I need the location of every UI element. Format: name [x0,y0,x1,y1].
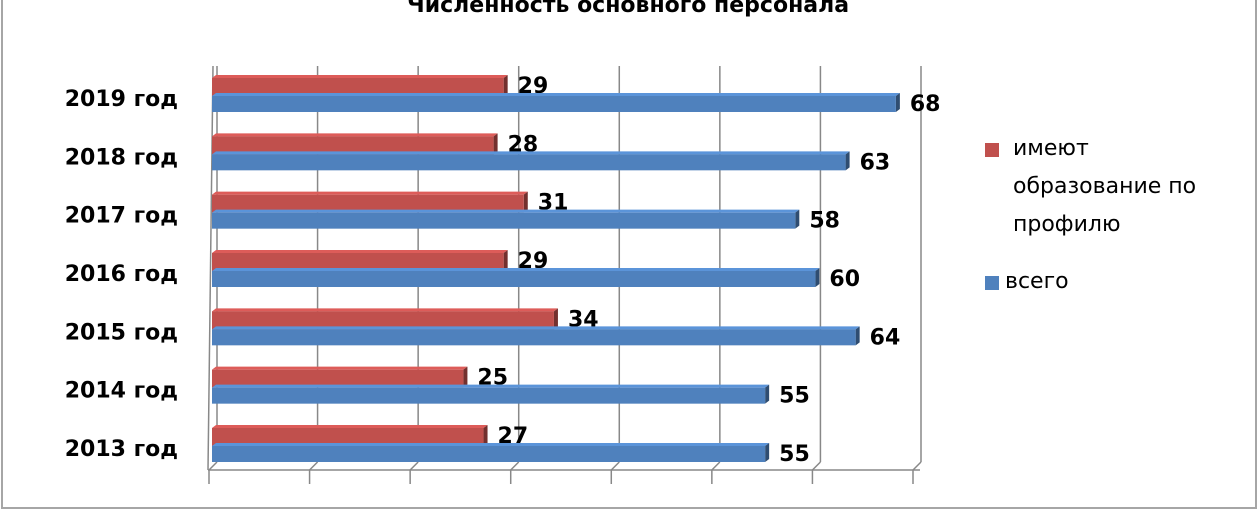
legend-entry: имеют образование по профилю [1013,136,1197,237]
bar [212,78,504,96]
data-label: 55 [779,442,810,467]
y-tick-label: 2013 год [65,437,178,462]
grid-line-floor [510,461,520,471]
legend-swatch [985,143,999,157]
y-tick-label: 2016 год [65,262,178,287]
grid-line-floor [409,461,419,471]
data-label: 60 [829,267,860,292]
data-label: 55 [779,384,810,409]
data-label: 68 [910,92,941,117]
bar [212,96,896,112]
bar-side [855,326,860,346]
bar-side [493,133,498,155]
bar-top [212,133,498,137]
data-label: 63 [860,150,891,175]
y-tick-label: 2014 год [65,379,178,404]
data-label: 58 [809,209,840,234]
bar-top [212,268,820,271]
bar [212,212,796,229]
y-tick-label: 2015 год [65,320,178,345]
legend-label: имеют образование по профилю [1013,136,1197,237]
bar-top [212,250,508,253]
bar-top [212,443,770,446]
bar [212,253,504,271]
bar-top [212,191,528,195]
y-tick-label: 2019 год [65,87,178,112]
y-tick-label: 2018 год [65,145,178,170]
grid-line-floor [811,461,821,471]
grid-line-floor [208,461,218,471]
y-tick-label: 2017 год [65,204,178,229]
bar-side [765,384,770,404]
grid-line-floor [912,461,922,471]
bar [212,387,766,404]
bar [212,154,846,171]
bar-side [503,250,508,271]
bar-top [212,308,558,312]
bar-top [212,326,860,330]
legend-swatch [985,276,999,290]
bar [212,136,494,155]
bar [212,311,554,330]
bar-side [503,75,508,96]
bar-top [212,425,488,428]
bar-top [212,151,850,155]
grid-line-floor [711,461,721,471]
bar [212,369,464,388]
bar-top [212,93,900,96]
bar-top [212,384,770,388]
bar-side [483,425,488,446]
bar [212,446,766,462]
chart-title: Численность основного персонала [407,0,849,18]
bar-top [212,366,468,370]
bar-side [523,191,528,213]
grid-line-floor [309,461,319,471]
bar-side [765,443,770,462]
data-label: 64 [870,325,901,350]
bar-side [795,209,800,229]
bar-top [212,209,800,213]
legend-label: всего [1005,269,1069,294]
bar-top [212,75,508,78]
bar [212,271,816,287]
bar [212,428,484,446]
bar [212,194,524,213]
grid-line-floor [610,461,620,471]
legend-entry: всего [1005,269,1069,294]
bar-side [815,268,820,287]
bar-side [845,151,850,171]
back-wall [207,65,214,471]
bar [212,329,856,346]
bar-side [463,366,468,388]
bar-side [553,308,558,330]
bar-side [895,93,900,112]
